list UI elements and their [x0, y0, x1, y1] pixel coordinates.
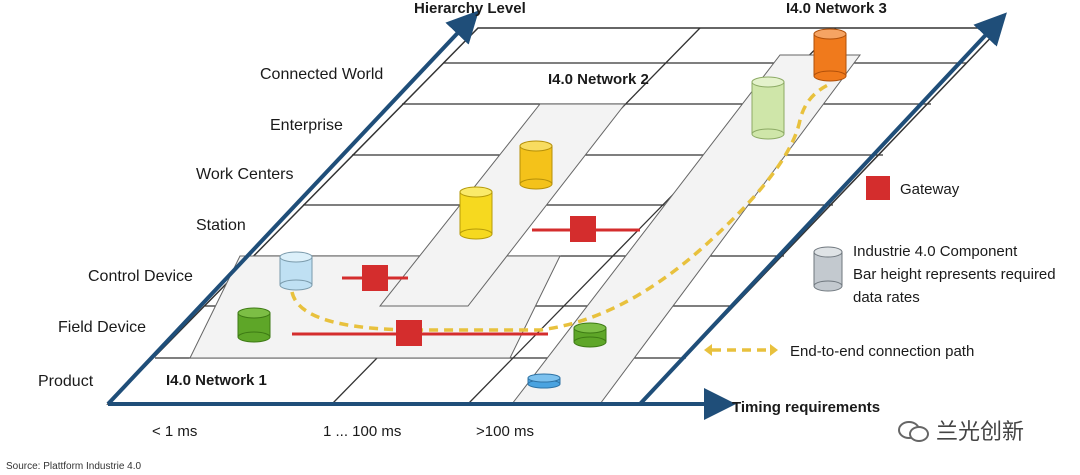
- component-yellow-station: [459, 186, 493, 240]
- gateway-control-device: [362, 265, 388, 291]
- level-label-connected-world: Connected World: [260, 66, 384, 83]
- level-label-field-device: Field Device: [58, 319, 147, 336]
- level-label-product: Product: [38, 373, 94, 390]
- legend-component-icon: [813, 246, 843, 292]
- component-green-field-2: [573, 322, 607, 348]
- component-light-blue-control: [279, 251, 313, 291]
- end-to-end-connection-path: [290, 82, 831, 332]
- timing-tick-2: 1 ... 100 ms: [323, 423, 402, 440]
- level-label-enterprise: Enterprise: [270, 117, 343, 134]
- network-axis: [638, 12, 1007, 406]
- wechat-icon: [898, 419, 929, 442]
- legend-component-label-3: data rates: [853, 289, 920, 306]
- legend-gateway-label: Gateway: [900, 181, 960, 198]
- network-2-label: I4.0 Network 2: [548, 71, 649, 88]
- component-yellow-workcenter: [519, 140, 553, 190]
- legend-gateway-swatch: [866, 176, 890, 200]
- level-label-control-device: Control Device: [88, 268, 193, 285]
- timing-tick-3: >100 ms: [476, 423, 534, 440]
- legend-path-label: End-to-end connection path: [790, 343, 975, 360]
- gateway-network-1: [396, 320, 422, 346]
- hierarchy-axis: [106, 10, 479, 406]
- watermark-text: 兰光创新: [936, 420, 1025, 445]
- component-green-field-1: [237, 307, 271, 343]
- level-label-work-centers: Work Centers: [196, 166, 294, 183]
- timing-axis-label: Timing requirements: [732, 399, 881, 416]
- network-3-label: I4.0 Network 3: [786, 0, 887, 17]
- component-light-green-enterprise: [751, 76, 785, 140]
- timing-tick-1: < 1 ms: [152, 423, 198, 440]
- legend-path-icon: [704, 344, 778, 356]
- legend-component-label-1: Industrie 4.0 Component: [853, 243, 1018, 260]
- level-label-station: Station: [196, 217, 246, 234]
- component-orange-connected-world: [813, 28, 847, 82]
- source-caption: Source: Plattform Industrie 4.0: [6, 461, 142, 472]
- network-1-label: I4.0 Network 1: [166, 372, 267, 389]
- hierarchy-axis-label: Hierarchy Level: [414, 0, 526, 17]
- legend-component-label-2: Bar height represents required: [853, 266, 1056, 283]
- gateway-station: [570, 216, 596, 242]
- network-2-band: [378, 103, 627, 307]
- component-blue-product: [527, 373, 561, 389]
- watermark: 兰光创新: [898, 414, 1024, 446]
